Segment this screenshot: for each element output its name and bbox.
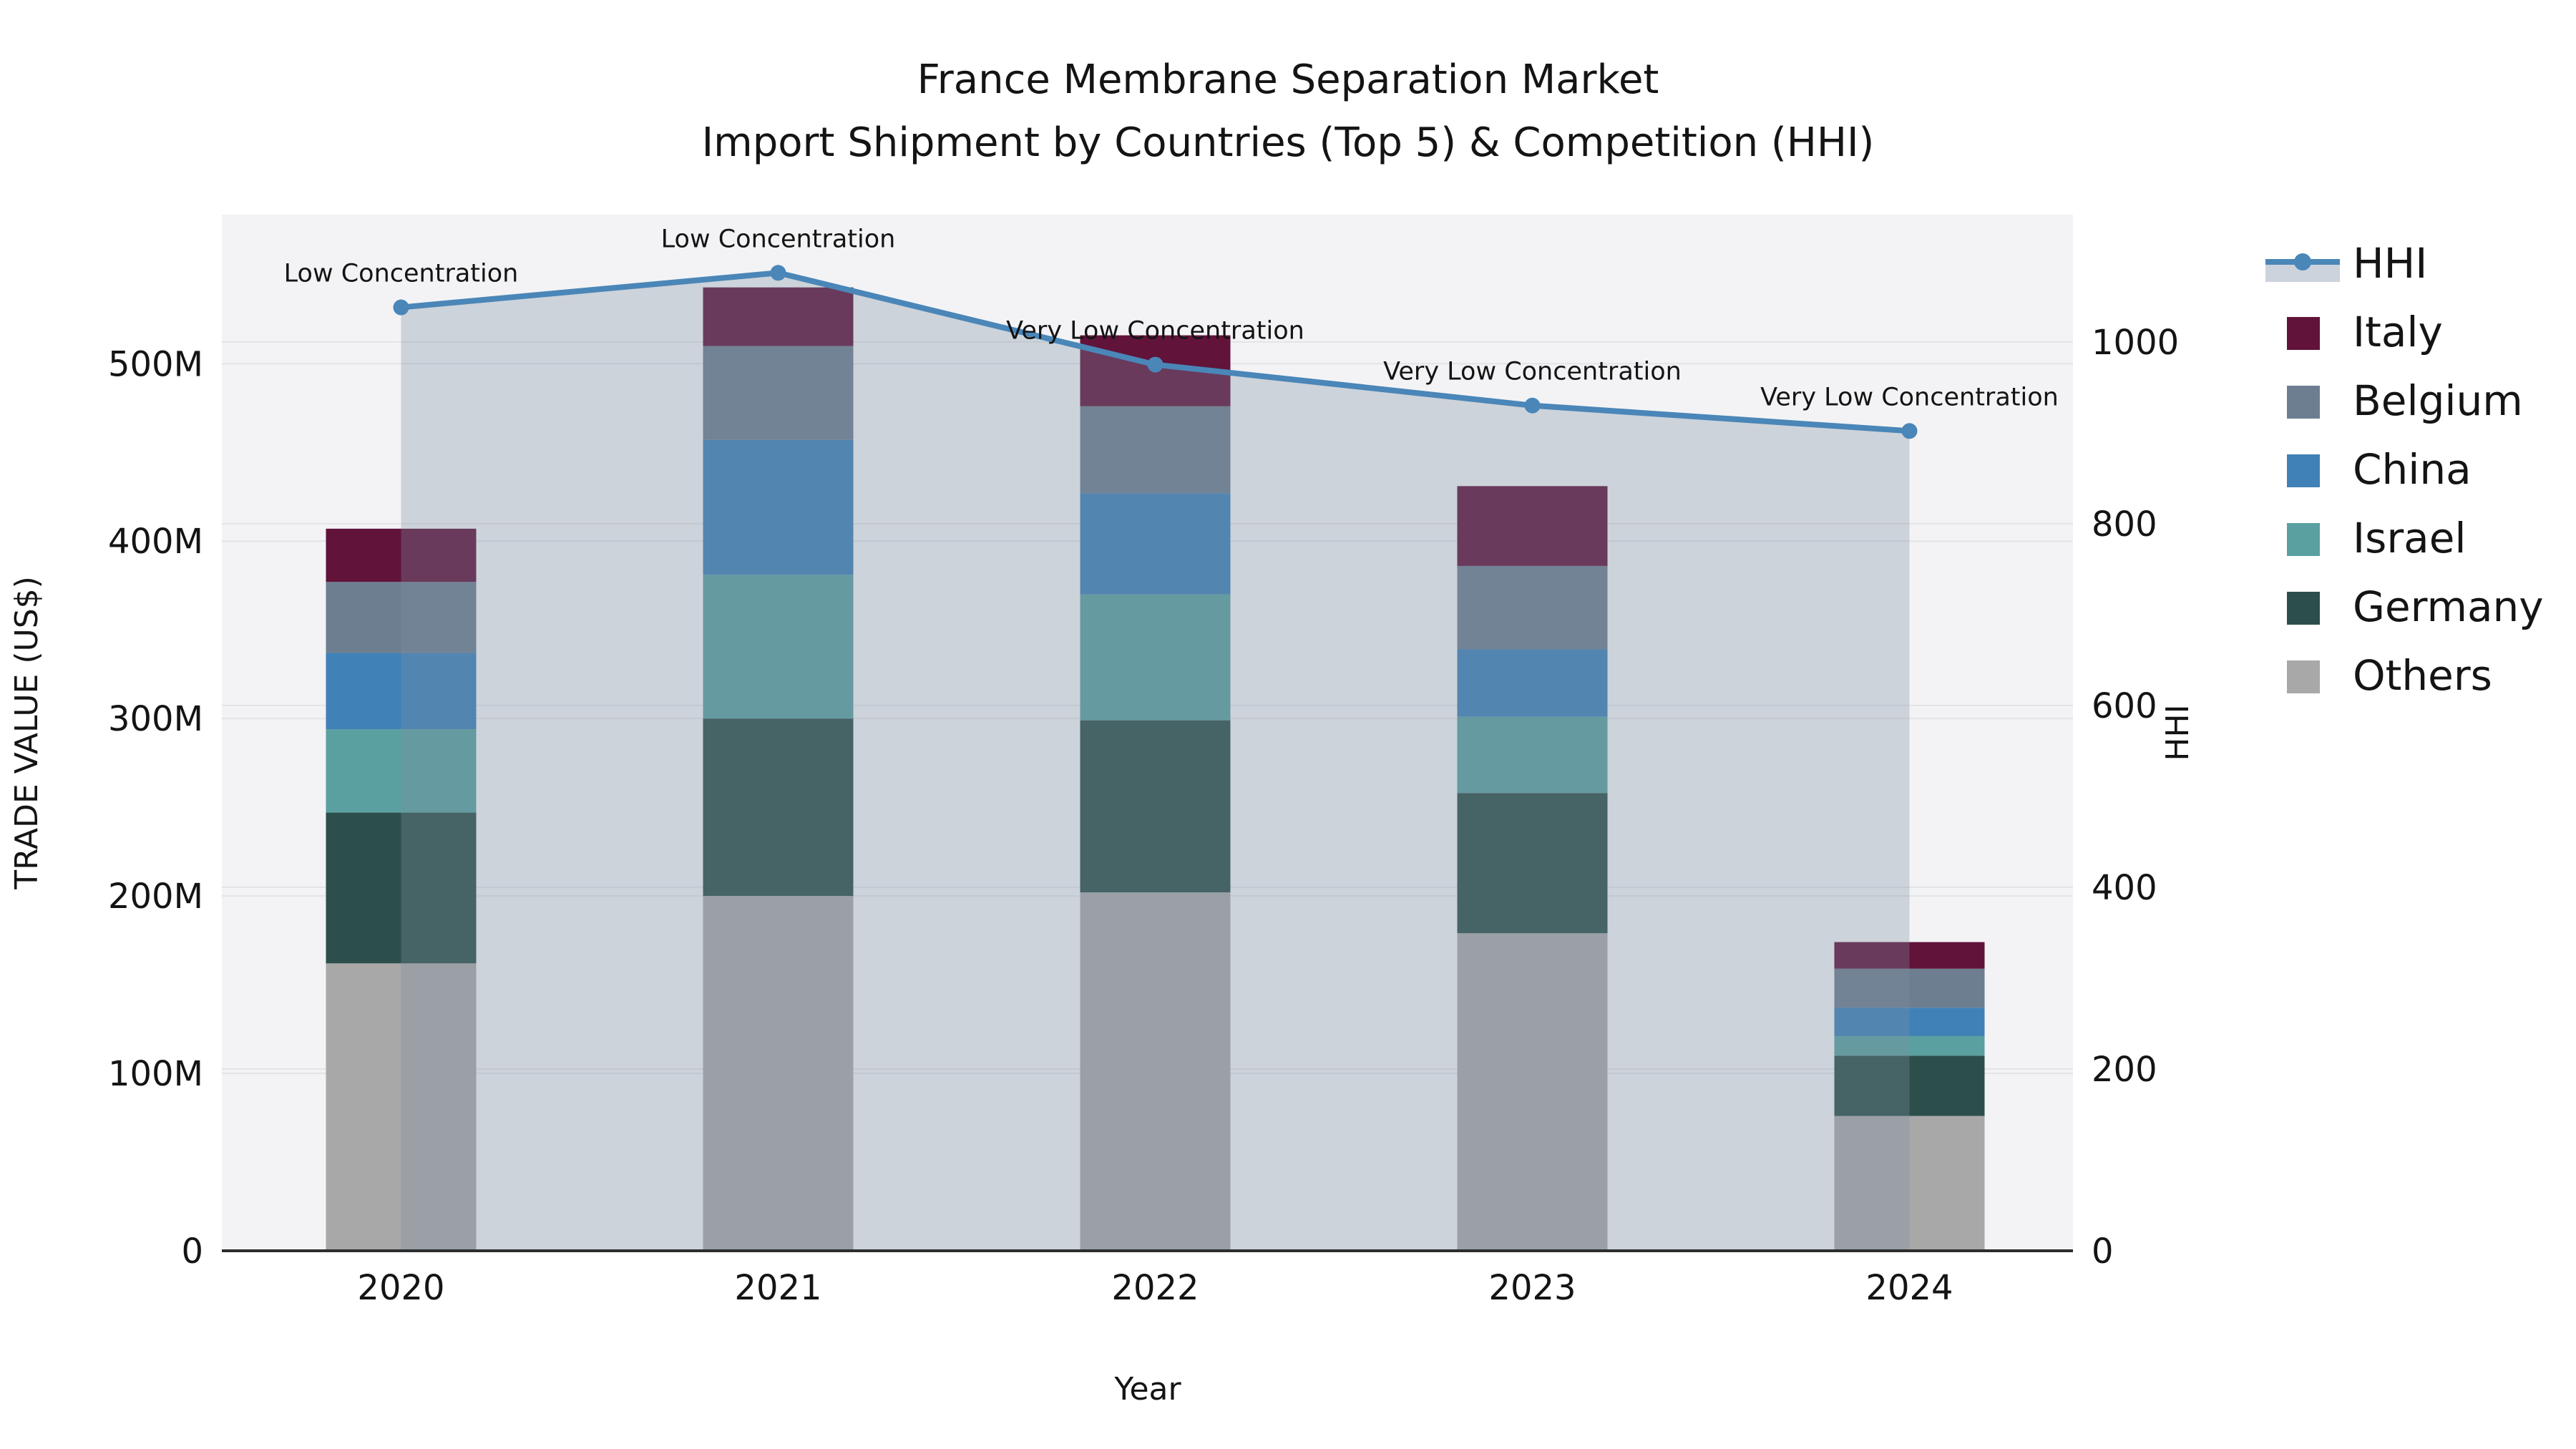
bar-segment-2021-china <box>703 439 854 575</box>
legend-label-china: China <box>2353 445 2472 494</box>
bar-segment-2024-belgium <box>1834 968 1985 1008</box>
hhi-marker-2022 <box>1147 356 1163 373</box>
right-tick-label-0: 0 <box>2092 1231 2114 1272</box>
hhi-area-fill <box>401 273 1910 1251</box>
x-tick-label-2021: 2021 <box>734 1268 821 1308</box>
left-axis-ticks: 0 100M 200M 300M 400M 500M <box>108 344 203 1272</box>
bar-segment-2023-belgium <box>1457 565 1608 650</box>
legend-item-hhi: HHI <box>2265 239 2427 288</box>
legend-label-others: Others <box>2353 651 2492 700</box>
bar-segment-2021-belgium <box>703 346 854 440</box>
legend-label-germany: Germany <box>2353 582 2544 631</box>
legend-item-israel: Israel <box>2287 514 2467 562</box>
bar-segment-2021-israel <box>703 575 854 719</box>
right-axis-ticks: 0 200 400 600 800 1000 <box>2092 323 2179 1272</box>
right-tick-label-1000: 1000 <box>2092 323 2179 363</box>
hhi-marker-2020 <box>393 299 409 316</box>
legend-swatch-belgium <box>2287 386 2320 419</box>
annotation-2022: Very Low Concentration <box>1006 317 1304 346</box>
right-tick-label-400: 400 <box>2092 868 2157 908</box>
chart-title-line2: Import Shipment by Countries (Top 5) & C… <box>702 119 1875 166</box>
bar-segment-2024-others <box>1834 1116 1985 1251</box>
bar-segment-2024-germany <box>1834 1055 1985 1116</box>
legend-swatch-italy <box>2287 317 2320 350</box>
stacked-bars-group <box>326 287 1985 1251</box>
hhi-marker-2021 <box>770 265 786 281</box>
legend-swatch-germany <box>2287 592 2320 625</box>
bar-segment-2020-italy <box>326 528 477 582</box>
left-tick-label-0: 0 <box>181 1231 203 1272</box>
bar-segment-2023-germany <box>1457 793 1608 934</box>
bar-segment-2022-germany <box>1080 720 1231 893</box>
legend-label-hhi: HHI <box>2353 239 2427 288</box>
bar-segment-2020-germany <box>326 812 477 964</box>
bar-segment-2020-china <box>326 653 477 730</box>
legend-label-belgium: Belgium <box>2353 376 2523 425</box>
bar-segment-2023-china <box>1457 649 1608 717</box>
annotations-group: Low Concentration Low Concentration Very L… <box>284 225 2059 411</box>
x-axis-ticks: 2020 2021 2022 2023 2024 <box>357 1268 1953 1308</box>
hhi-line-group <box>393 265 1918 439</box>
x-tick-label-2020: 2020 <box>357 1268 444 1308</box>
legend-item-others: Others <box>2287 651 2492 700</box>
bar-segment-2023-others <box>1457 933 1608 1251</box>
bar-segment-2021-others <box>703 896 854 1251</box>
left-tick-label-500M: 500M <box>108 344 203 384</box>
bar-segment-2022-china <box>1080 493 1231 595</box>
annotation-2020: Low Concentration <box>284 260 519 288</box>
legend-label-italy: Italy <box>2353 308 2443 356</box>
left-tick-label-400M: 400M <box>108 522 203 562</box>
legend-label-israel: Israel <box>2353 514 2467 562</box>
bar-segment-2021-italy <box>703 287 854 346</box>
bar-segment-2024-italy <box>1834 942 1985 969</box>
legend: HHI Italy Belgium China Israel Germany Others <box>2265 239 2544 700</box>
left-tick-label-100M: 100M <box>108 1054 203 1094</box>
legend-swatch-others <box>2287 660 2320 693</box>
legend-swatch-china <box>2287 454 2320 487</box>
x-axis-title: Year <box>1113 1371 1181 1407</box>
hhi-marker-2023 <box>1524 397 1541 414</box>
right-tick-label-600: 600 <box>2092 686 2157 726</box>
bar-segment-2022-israel <box>1080 594 1231 721</box>
legend-item-italy: Italy <box>2287 308 2443 356</box>
legend-hhi-marker <box>2294 253 2311 270</box>
chart-title-line1: France Membrane Separation Market <box>917 57 1659 103</box>
right-y-axis-title: HHI <box>2160 704 2196 761</box>
bar-segment-2023-italy <box>1457 486 1608 566</box>
x-tick-label-2023: 2023 <box>1488 1268 1576 1308</box>
right-tick-label-200: 200 <box>2092 1050 2157 1090</box>
left-tick-label-300M: 300M <box>108 699 203 739</box>
bar-segment-2020-israel <box>326 729 477 813</box>
bar-segment-2024-china <box>1834 1008 1985 1036</box>
legend-item-china: China <box>2287 445 2472 494</box>
bar-segment-2024-israel <box>1834 1035 1985 1056</box>
bar-segment-2023-israel <box>1457 716 1608 794</box>
bar-segment-2020-others <box>326 963 477 1251</box>
hhi-marker-2024 <box>1901 423 1918 439</box>
right-tick-label-800: 800 <box>2092 504 2157 545</box>
annotation-2023: Very Low Concentration <box>1383 358 1682 386</box>
legend-swatch-israel <box>2287 523 2320 556</box>
x-tick-label-2024: 2024 <box>1865 1268 1953 1308</box>
legend-item-germany: Germany <box>2287 582 2544 631</box>
bar-segment-2022-belgium <box>1080 406 1231 494</box>
x-tick-label-2022: 2022 <box>1111 1268 1199 1308</box>
annotation-2021: Low Concentration <box>661 225 896 253</box>
bar-segment-2022-others <box>1080 892 1231 1251</box>
bar-segment-2020-belgium <box>326 582 477 653</box>
bar-segment-2021-germany <box>703 718 854 897</box>
annotation-2024: Very Low Concentration <box>1760 383 2059 411</box>
legend-item-belgium: Belgium <box>2287 376 2523 425</box>
left-tick-label-200M: 200M <box>108 877 203 917</box>
left-y-axis-title: TRADE VALUE (US$) <box>9 576 45 890</box>
